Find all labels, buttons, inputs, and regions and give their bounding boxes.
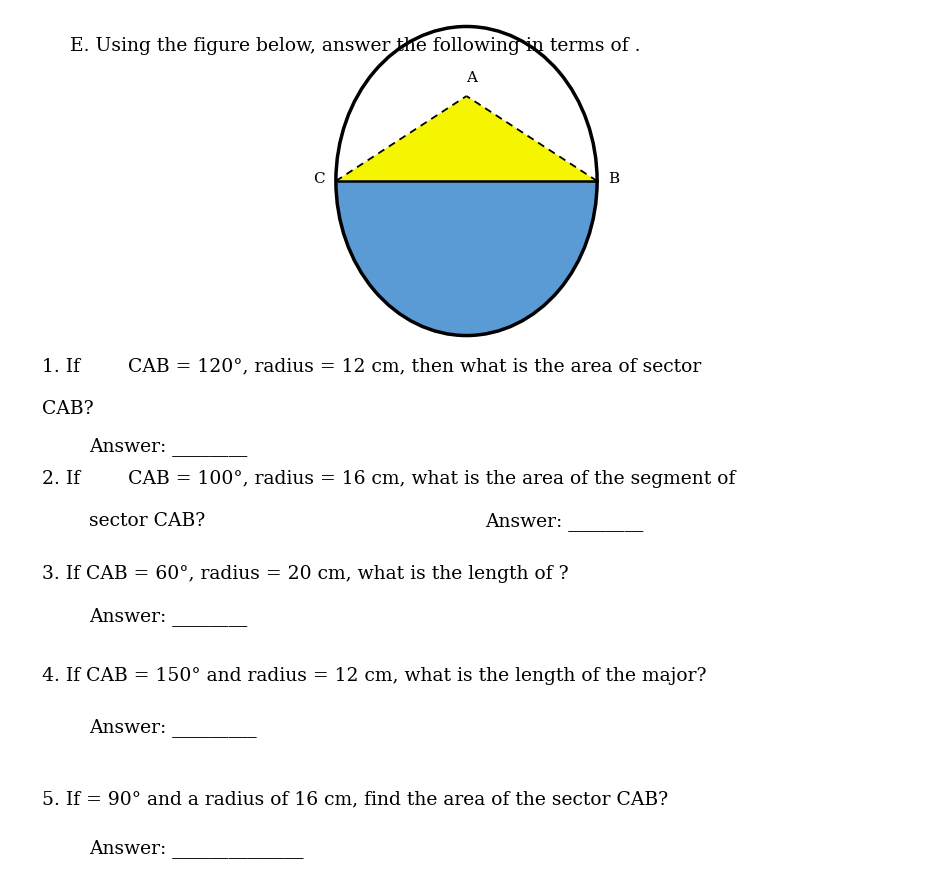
Text: Answer: ________: Answer: ________ — [485, 512, 644, 531]
Text: sector CAB?: sector CAB? — [89, 512, 205, 530]
Text: Answer: _________: Answer: _________ — [89, 718, 257, 736]
Text: 1. If        CAB = 120°, radius = 12 cm, then what is the area of sector: 1. If CAB = 120°, radius = 12 cm, then w… — [42, 358, 702, 375]
Text: Answer: ________: Answer: ________ — [89, 608, 247, 626]
Text: 4. If CAB = 150° and radius = 12 cm, what is the length of the major?: 4. If CAB = 150° and radius = 12 cm, wha… — [42, 667, 706, 684]
Text: CAB?: CAB? — [42, 400, 93, 418]
Text: 3. If CAB = 60°, radius = 20 cm, what is the length of ?: 3. If CAB = 60°, radius = 20 cm, what is… — [42, 565, 568, 583]
Polygon shape — [336, 181, 597, 336]
Text: 2. If        CAB = 100°, radius = 16 cm, what is the area of the segment of: 2. If CAB = 100°, radius = 16 cm, what i… — [42, 470, 735, 487]
Text: 5. If = 90° and a radius of 16 cm, find the area of the sector CAB?: 5. If = 90° and a radius of 16 cm, find … — [42, 790, 668, 808]
Polygon shape — [336, 96, 597, 181]
Text: Answer: ________: Answer: ________ — [89, 437, 247, 456]
Text: C: C — [313, 172, 325, 186]
Text: A: A — [466, 72, 477, 86]
Text: E. Using the figure below, answer the following in terms of .: E. Using the figure below, answer the fo… — [70, 37, 640, 55]
Text: Answer: ______________: Answer: ______________ — [89, 839, 303, 857]
Text: B: B — [608, 172, 620, 186]
